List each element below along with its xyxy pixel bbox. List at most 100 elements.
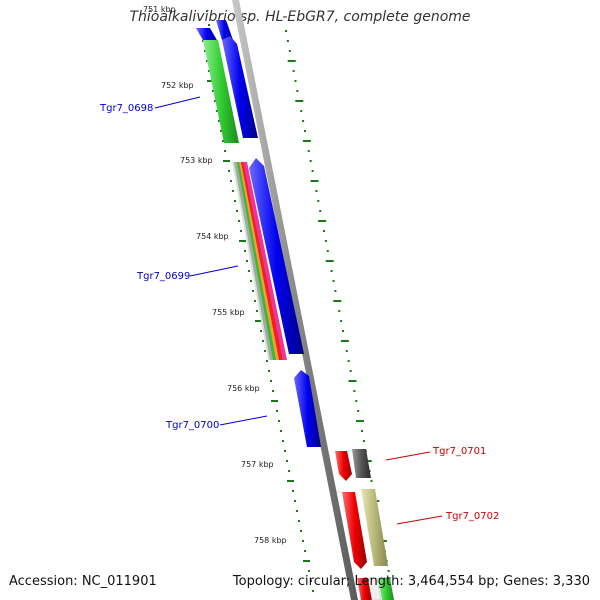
label-connectors <box>154 96 443 525</box>
scale-tick-inner <box>216 110 218 112</box>
scale-tick-inner <box>280 430 282 432</box>
scale-tick-inner <box>300 530 302 532</box>
tick-label-756: 756 kbp <box>227 384 260 393</box>
scale-tick-inner <box>266 360 268 362</box>
cds-forward-0698[interactable] <box>222 36 258 138</box>
cds-forward-top-a[interactable] <box>196 28 218 42</box>
scale-tick-inner <box>298 520 300 522</box>
outer-tick-track <box>206 10 210 26</box>
connector-0699 <box>189 265 239 277</box>
scale-tick-inner <box>310 580 312 582</box>
gene-features <box>196 20 394 600</box>
scale-tick-outer <box>319 210 322 212</box>
rna-green-feature[interactable] <box>203 40 239 143</box>
scale-tick-inner <box>312 590 314 592</box>
scale-tick-inner <box>282 440 284 442</box>
scale-tick-outer <box>302 140 311 142</box>
cds-forward-0699[interactable] <box>249 158 304 354</box>
scale-tick-outer <box>357 410 360 412</box>
scale-tick-inner <box>288 470 290 472</box>
scale-tick-outer <box>288 50 291 52</box>
scale-tick-inner <box>254 300 256 302</box>
scale-tick-inner <box>268 370 270 372</box>
scale-tick-inner <box>244 250 246 252</box>
scale-tick-inner <box>256 310 258 312</box>
scale-tick-inner <box>294 500 296 502</box>
scale-tick-outer <box>338 310 341 312</box>
scale-tick-inner <box>248 270 250 272</box>
cds-forward-top-b[interactable] <box>216 20 233 40</box>
scale-tick-inner <box>202 40 204 42</box>
cds-forward-0700[interactable] <box>294 370 321 447</box>
scale-tick-outer <box>356 420 365 422</box>
scale-tick-outer <box>307 150 310 152</box>
gene-label-0701[interactable]: Tgr7_0701 <box>432 446 486 457</box>
gene-label-0699[interactable]: Tgr7_0699 <box>136 271 190 282</box>
scale-tick-outer <box>355 400 358 402</box>
scale-tick-outer <box>318 220 327 222</box>
cds-reverse-bottom[interactable] <box>357 578 372 600</box>
scale-tick-outer <box>296 90 299 92</box>
scale-tick-outer <box>349 370 352 372</box>
scale-tick-inner <box>208 70 210 72</box>
feature-green-bottom[interactable] <box>378 578 394 600</box>
scale-tick-inner <box>255 320 262 322</box>
scale-tick-inner <box>239 240 246 242</box>
gene-label-0702[interactable]: Tgr7_0702 <box>445 511 499 522</box>
scale-tick-outer <box>333 300 342 302</box>
scale-tick-outer <box>334 290 337 292</box>
scale-tick-outer <box>361 430 363 432</box>
scale-tick-inner <box>250 280 252 282</box>
tick-label-754: 754 kbp <box>196 232 229 241</box>
cds-reverse-0702[interactable] <box>342 492 367 569</box>
cds-reverse-0701[interactable] <box>335 451 352 481</box>
scale-tick-inner <box>212 90 214 92</box>
backbone-ring <box>232 0 358 600</box>
scale-tick-inner <box>224 150 226 152</box>
scale-tick-inner <box>240 230 242 232</box>
scale-tick-outer <box>340 340 349 342</box>
scale-tick-outer <box>342 330 344 332</box>
scale-tick-inner <box>302 540 304 542</box>
gene-labels: Tgr7_0698 Tgr7_0699 Tgr7_0700 Tgr7_0701 … <box>99 103 499 522</box>
scale-tick-outer <box>304 130 306 132</box>
scale-tick-inner <box>304 550 306 552</box>
feature-olive-0702[interactable] <box>361 489 388 566</box>
scale-tick-inner <box>232 190 234 192</box>
scale-tick-inner <box>303 560 310 562</box>
gene-label-0700[interactable]: Tgr7_0700 <box>165 420 219 431</box>
scale-tick-inner <box>230 180 232 182</box>
scale-tick-inner <box>207 80 214 82</box>
feature-gray-0701[interactable] <box>352 449 371 478</box>
feature-band-red[interactable] <box>241 162 283 360</box>
scale-tick-outer <box>324 240 327 242</box>
scale-tick-inner <box>276 410 278 412</box>
scale-tick-outer <box>340 320 343 322</box>
scale-tick-outer <box>347 360 350 362</box>
connector-0701 <box>385 451 431 461</box>
tick-label-752: 752 kbp <box>161 81 194 90</box>
scale-tick-inner <box>220 130 222 132</box>
scale-tick-outer <box>326 250 329 252</box>
feature-white-bottom[interactable] <box>367 577 382 600</box>
scale-tick-inner <box>278 420 280 422</box>
gene-label-0698[interactable]: Tgr7_0698 <box>99 103 153 114</box>
scale-tick-inner <box>270 380 272 382</box>
scale-tick-outer <box>387 570 390 572</box>
scale-tick-outer <box>311 170 314 172</box>
scale-tick-inner <box>252 290 254 292</box>
connector-0700 <box>219 415 268 426</box>
tick-labels: 751 kbp 752 kbp 753 kbp 754 kbp 755 kbp … <box>143 5 287 545</box>
scale-tick-outer <box>348 380 357 382</box>
scale-tick-inner <box>296 510 298 512</box>
tick-label-751: 751 kbp <box>143 5 176 14</box>
scale-tick-outer <box>345 350 348 352</box>
scale-tick-inner <box>238 220 240 222</box>
tick-label-758: 758 kbp <box>254 536 287 545</box>
accession-text: Accession: NC_011901 <box>9 574 157 589</box>
scale-tick-inner <box>222 140 224 142</box>
scale-tick-inner <box>214 100 216 102</box>
scale-tick-outer <box>362 440 365 442</box>
feature-band-magenta[interactable] <box>243 162 287 360</box>
scale-tick-outer <box>287 60 296 62</box>
